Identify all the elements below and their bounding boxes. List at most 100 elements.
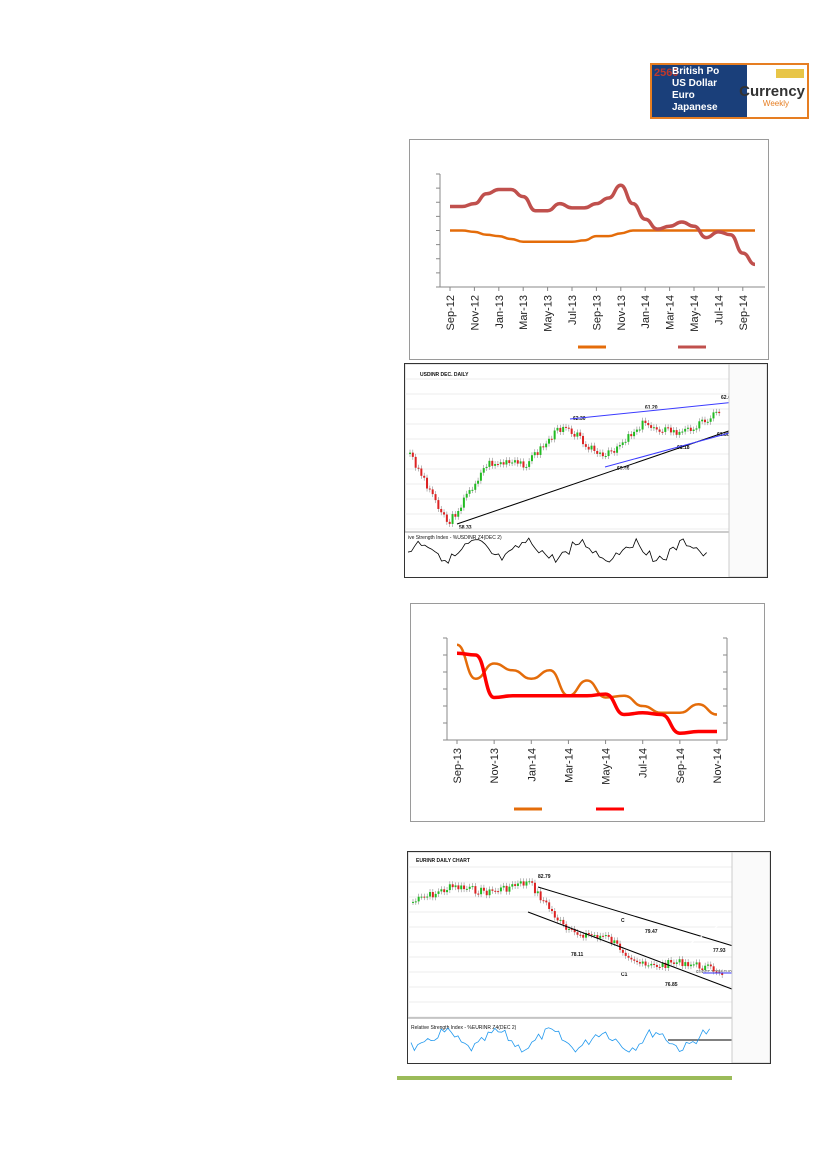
candle [457,885,460,890]
candle [550,438,553,440]
candle [596,450,599,454]
candle [502,885,505,888]
candle [576,432,579,437]
eurinr-title: EURINR DAILY CHART [416,858,470,864]
channel-label: C1 [621,972,628,978]
candle [658,429,661,432]
candle [542,446,545,448]
candle [684,962,687,967]
trend-line [537,886,754,953]
candle [496,464,499,466]
candle [479,472,482,481]
candle [539,446,542,455]
candle [434,893,437,898]
candle [695,428,698,430]
candle [630,957,633,960]
candle [548,902,551,909]
candle [621,949,624,953]
candle [686,427,689,429]
candle [513,460,516,463]
trend-line [569,399,756,420]
candle [698,421,701,429]
candle [712,412,715,419]
candle [454,885,457,888]
candle [613,451,616,453]
candle [514,884,517,886]
candle [641,420,644,430]
candle [505,885,508,892]
candle [562,426,565,432]
candle [491,460,494,466]
x-tick-label: Nov-14 [712,748,724,783]
candle [585,932,588,938]
candle [664,962,667,968]
candle [463,885,466,890]
candle [701,419,704,422]
candle [633,959,636,961]
price-label: 79.47 [645,929,658,935]
candle [703,419,706,423]
candle [451,514,454,524]
candle [650,963,653,966]
logo-line: Japanese [672,102,718,113]
price-label: 62.60 [721,395,734,401]
candle [426,896,429,898]
candle [553,911,556,918]
candle [621,442,624,446]
candle [437,891,440,894]
candle [536,891,539,894]
x-tick-label: Nov-13 [489,748,501,783]
candle [426,477,429,489]
candle [525,881,528,886]
candle [568,928,570,930]
candle [440,889,443,892]
candle [672,962,675,964]
logo-tag [776,69,804,78]
logo-digits: 2560 [654,67,679,79]
x-tick-label: Jan-14 [640,295,652,329]
candle [655,427,658,430]
price-axis [728,363,768,578]
candle [465,493,468,498]
candle [533,882,536,894]
x-tick-label: Sep-13 [452,748,464,783]
candle [681,431,684,433]
price-label: 61.20 [645,405,658,411]
candle [420,896,423,898]
x-tick-label: Jan-13 [494,295,506,329]
eurinr-chart: EURINR DAILY CHART 82.79 79.47 78.11 77.… [407,851,771,1064]
candle [630,434,633,437]
candle [468,490,471,494]
series-line [449,229,755,244]
logo-line: US Dollar [672,78,718,89]
candle [593,445,596,451]
candle [607,450,610,457]
candle [570,928,573,930]
candle [709,418,712,422]
candle [508,460,511,464]
candle [576,932,579,935]
candle [706,421,709,423]
candle [499,462,502,465]
candle [411,452,414,457]
candle [542,900,545,902]
candle [465,888,468,890]
candle [647,965,650,967]
x-tick-label: May-14 [601,748,613,785]
candle [528,461,531,467]
candle [414,901,417,903]
candle [446,890,449,893]
price-label: 77.93 [713,948,726,954]
candle [528,881,531,883]
candle [525,466,528,468]
logo-subtitle: Weekly [762,99,789,108]
line-chart-1-svg: Sep-12 Nov-12 Jan-13 Mar-13 May-13 Jul-13 Sep-… [436,173,765,349]
candle [624,441,627,443]
candle [650,425,653,428]
candle [698,962,701,969]
x-tick-label: Mar-14 [665,295,677,330]
candle [519,881,522,884]
candle [715,411,718,413]
candle [587,932,590,935]
candle [547,438,550,444]
